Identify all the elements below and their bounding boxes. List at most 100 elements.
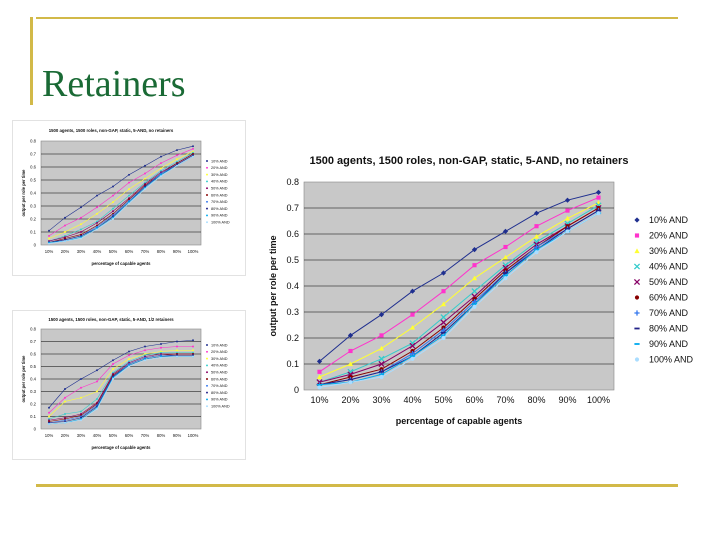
x-tick-label: 90%: [558, 395, 576, 405]
series-line: [48, 354, 193, 424]
data-point: [48, 423, 50, 425]
x-tick-label: 50%: [434, 395, 452, 405]
data-point: [112, 185, 114, 188]
legend-marker: [206, 166, 208, 169]
top-accent-rule: [36, 17, 678, 19]
legend-entry: 30% AND: [649, 246, 689, 256]
data-point: [347, 361, 354, 367]
data-point: [112, 194, 114, 197]
y-axis-label: output per role per time: [268, 235, 278, 336]
series-line: [48, 353, 193, 421]
series-line: [319, 204, 599, 383]
data-point: [64, 413, 66, 415]
data-point: [128, 181, 130, 184]
series-line: [48, 148, 194, 237]
data-point: [144, 172, 146, 175]
data-point: [160, 346, 162, 349]
data-point: [347, 332, 354, 338]
x-tick-label: 100%: [587, 395, 610, 405]
data-point: [96, 212, 98, 215]
data-point: [316, 358, 323, 364]
y-tick-label: 0.3: [30, 389, 36, 394]
series-line: [48, 153, 194, 242]
legend-marker: [633, 263, 641, 270]
data-point: [192, 355, 194, 358]
legend-marker: [634, 295, 640, 300]
x-tick-label: 30%: [77, 249, 86, 254]
y-tick-label: 0.1: [30, 414, 36, 419]
series-line: [319, 191, 599, 362]
data-point: [80, 410, 82, 413]
bottom-accent-rule: [36, 484, 678, 487]
legend-entry: 70% AND: [211, 200, 228, 204]
data-point: [472, 304, 477, 309]
x-axis-label: percentage of capable agents: [396, 416, 523, 426]
legend-entry: 90% AND: [211, 398, 228, 402]
data-point: [64, 216, 66, 219]
series-line: [48, 354, 193, 424]
legend-entry: 20% AND: [211, 166, 228, 170]
x-tick-label: 80%: [157, 433, 166, 438]
data-point: [378, 312, 385, 318]
y-tick-label: 0.2: [30, 401, 36, 406]
data-point: [96, 398, 98, 400]
data-point: [64, 240, 66, 243]
data-point: [128, 173, 130, 176]
data-point: [176, 158, 178, 161]
data-point: [160, 155, 162, 158]
data-point: [378, 345, 385, 351]
data-point: [96, 194, 98, 197]
y-tick-label: 0.7: [30, 151, 36, 156]
data-point: [565, 208, 570, 213]
chart-title: 1500 agents, 1500 roles, non-GAP, static…: [49, 128, 174, 133]
data-point: [192, 339, 194, 342]
x-tick-label: 70%: [141, 249, 150, 254]
data-point: [533, 234, 540, 239]
x-tick-label: 30%: [77, 433, 86, 438]
main-chart-svg: 1500 agents, 1500 roles, non-GAP, static…: [268, 155, 694, 426]
y-tick-label: 0.8: [286, 177, 299, 187]
legend-marker: [206, 398, 208, 401]
main-chart: 1500 agents, 1500 roles, non-GAP, static…: [262, 140, 710, 440]
y-tick-label: 0: [34, 426, 37, 431]
legend-marker: [206, 344, 208, 346]
x-tick-label: 90%: [173, 249, 182, 254]
y-tick-label: 0: [294, 385, 299, 395]
data-point: [471, 288, 478, 295]
data-point: [128, 194, 130, 197]
x-tick-label: 80%: [157, 249, 166, 254]
legend-entry: 40% AND: [211, 364, 228, 368]
data-point: [409, 325, 416, 330]
data-point: [564, 215, 571, 221]
data-point: [534, 250, 539, 255]
data-point: [471, 275, 478, 281]
series-line: [48, 153, 194, 243]
series-line: [319, 202, 599, 378]
legend-entry: 70% AND: [211, 384, 228, 388]
x-tick-label: 100%: [188, 249, 199, 254]
data-point: [192, 345, 194, 348]
legend-entry: 50% AND: [211, 371, 228, 375]
chart-title: 1500 agents, 1500 roles, non-GAP, static…: [310, 155, 629, 167]
legend-marker: [206, 207, 208, 210]
x-tick-label: 20%: [61, 433, 70, 438]
data-point: [176, 164, 178, 167]
data-point: [144, 164, 146, 167]
thumbnail-chart-half-retainers: 1500 agents, 1500 roles, non-GAP, static…: [12, 310, 246, 460]
x-tick-label: 20%: [61, 249, 70, 254]
data-point: [64, 400, 66, 403]
legend-marker: [634, 233, 640, 238]
data-point: [410, 312, 415, 317]
series-line: [48, 145, 194, 231]
legend-marker: [206, 405, 208, 408]
data-point: [160, 175, 162, 178]
data-point: [128, 350, 130, 353]
y-tick-label: 0.2: [286, 333, 299, 343]
data-point: [192, 145, 194, 148]
series-line: [48, 156, 194, 244]
data-point: [176, 154, 178, 157]
data-point: [192, 147, 194, 150]
data-point: [48, 229, 50, 232]
data-point: [176, 340, 178, 343]
data-point: [112, 363, 114, 365]
